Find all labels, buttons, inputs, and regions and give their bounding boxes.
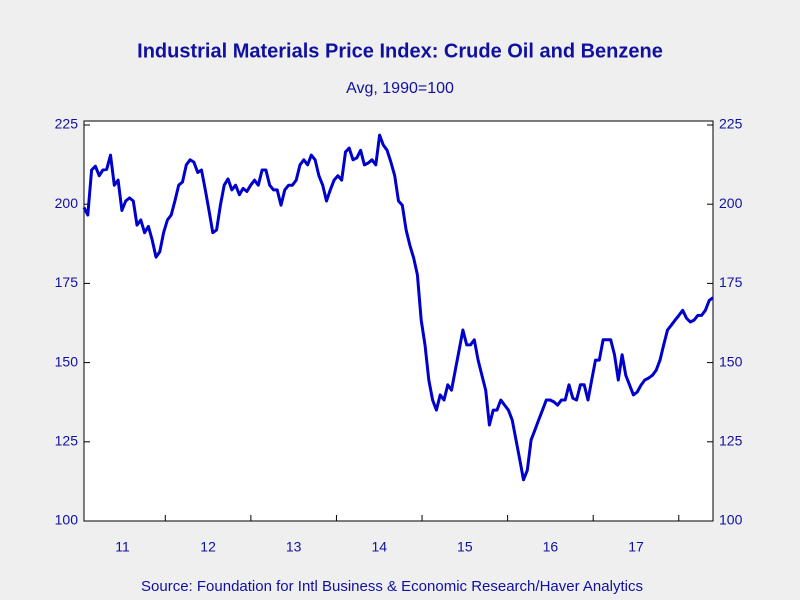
y-tick-label: 200 <box>55 195 79 211</box>
y2-tick-label: 125 <box>719 433 743 449</box>
plot-area <box>83 120 714 522</box>
y2-tick-label: 225 <box>719 116 743 132</box>
x-tick-label: 12 <box>200 539 216 555</box>
y2-tick-label: 100 <box>719 512 743 528</box>
x-tick-label: 15 <box>457 539 473 555</box>
chart-title: Industrial Materials Price Index: Crude … <box>137 40 663 62</box>
source-note: Source: Foundation for Intl Business & E… <box>141 578 643 595</box>
series-line <box>82 133 714 482</box>
x-tick-label: 14 <box>371 539 387 555</box>
y-tick-label: 150 <box>55 353 79 369</box>
chart-subtitle: Avg, 1990=100 <box>346 80 454 97</box>
x-tick-label: 16 <box>543 539 559 555</box>
y-tick-label: 100 <box>55 512 79 528</box>
y-tick-label: 125 <box>55 433 79 449</box>
y-tick-label: 175 <box>55 274 79 290</box>
x-tick-label: 13 <box>286 539 302 555</box>
y2-tick-label: 200 <box>719 195 743 211</box>
y2-tick-label: 150 <box>719 353 743 369</box>
y-tick-label: 225 <box>55 116 79 132</box>
y2-tick-label: 175 <box>719 274 743 290</box>
x-tick-label: 11 <box>115 539 130 555</box>
x-tick-label: 17 <box>628 539 644 555</box>
